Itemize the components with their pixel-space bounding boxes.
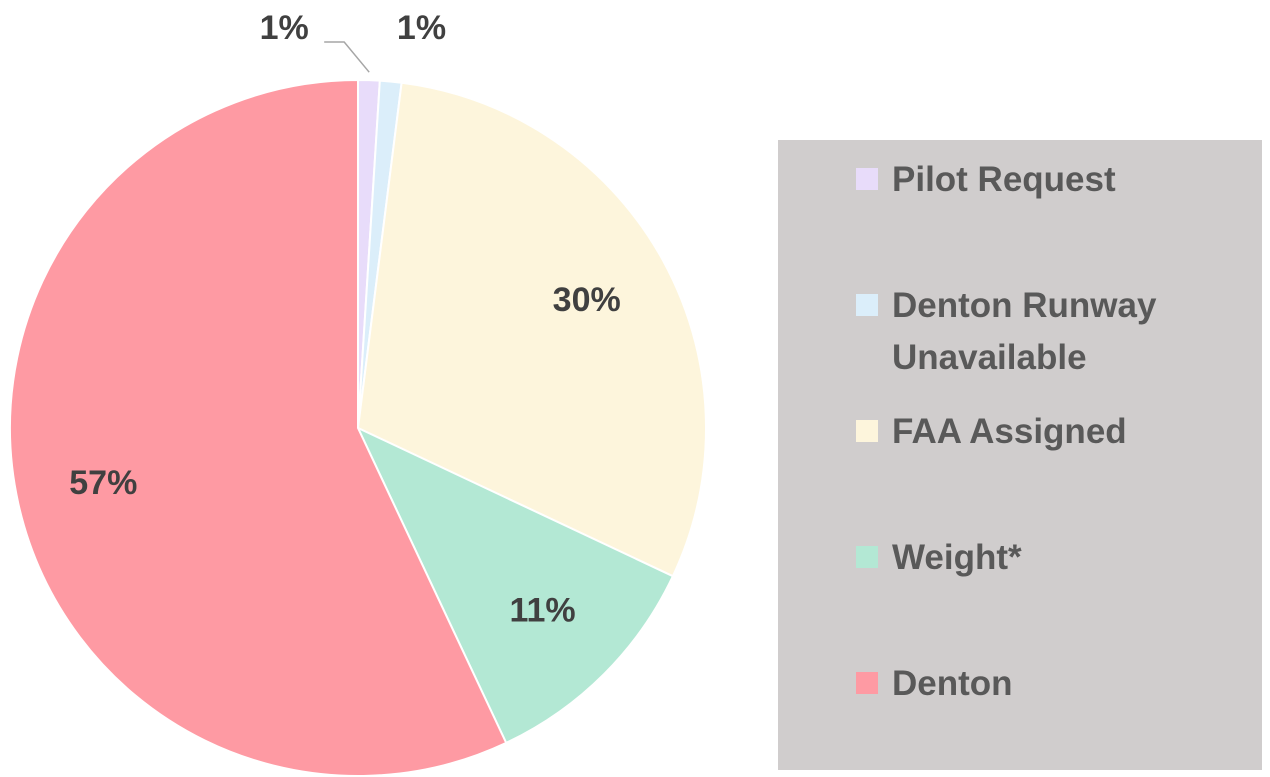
- legend-item: Denton Runway Unavailable: [856, 280, 1196, 384]
- data-label: 57%: [69, 464, 137, 502]
- data-label: 1%: [260, 9, 309, 47]
- legend-item: FAA Assigned: [856, 406, 1196, 458]
- legend-label: Weight*: [892, 538, 1022, 577]
- data-label: 11%: [509, 592, 575, 630]
- legend-item: Pilot Request: [856, 154, 1196, 206]
- legend-swatch: [856, 420, 878, 442]
- pie-area: 1% 1% 30% 11% 57%: [9, 9, 707, 777]
- pie-slice: [356, 81, 707, 578]
- legend: Pilot Request Denton Runway Unavailable FA…: [778, 140, 1262, 770]
- legend-swatch: [856, 294, 878, 316]
- legend-swatch: [856, 168, 878, 190]
- pie-slice: [355, 425, 675, 745]
- leader-line: [324, 41, 370, 73]
- legend-item: Weight*: [856, 532, 1196, 584]
- legend-label: Denton Runway Unavailable: [892, 286, 1157, 377]
- legend-label: FAA Assigned: [892, 412, 1127, 451]
- legend-label: Pilot Request: [892, 160, 1116, 199]
- pie-slice: [9, 78, 508, 777]
- legend-label: Denton: [892, 664, 1013, 703]
- legend-item: Denton: [856, 658, 1196, 710]
- data-label: 1%: [397, 9, 446, 47]
- legend-swatch: [856, 546, 878, 568]
- legend-swatch: [856, 672, 878, 694]
- data-label: 30%: [553, 281, 621, 319]
